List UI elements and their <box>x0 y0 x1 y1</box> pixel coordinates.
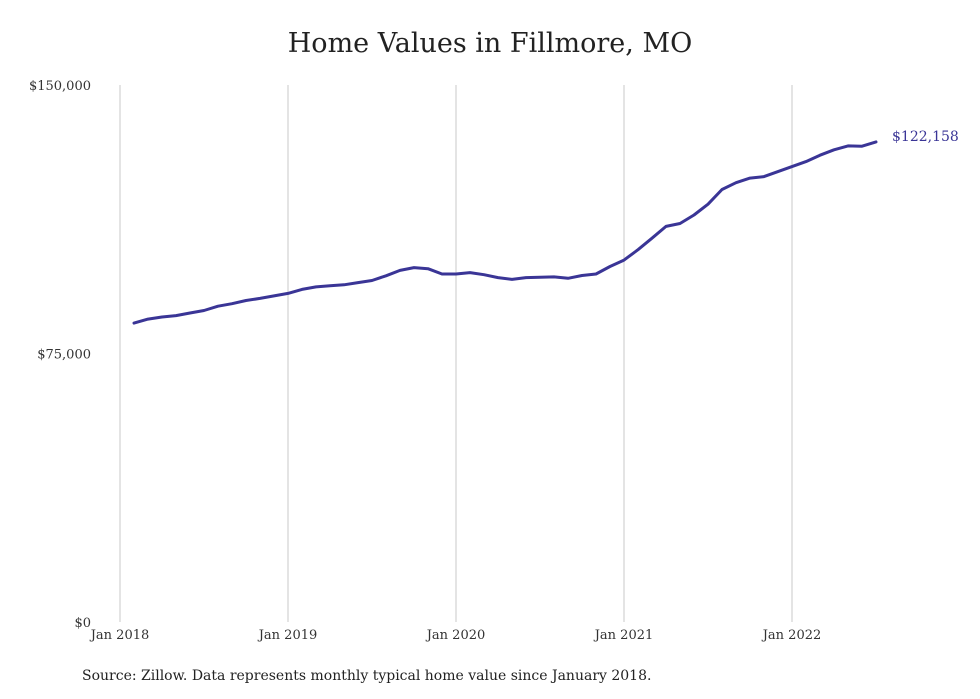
y-axis-ticks: $0 $75,000 $150,000 <box>29 79 91 631</box>
series-line-group <box>132 140 878 325</box>
x-tick-label: Jan 2021 <box>593 628 654 643</box>
end-label-group: $122,158 <box>892 129 959 145</box>
y-tick-label: $75,000 <box>37 348 91 363</box>
source-note: Source: Zillow. Data represents monthly … <box>82 668 652 684</box>
end-value-label: $122,158 <box>892 129 959 145</box>
x-axis-ticks: Jan 2018 Jan 2019 Jan 2020 Jan 2021 Jan 2022 <box>89 628 822 643</box>
x-tick-label: Jan 2018 <box>89 628 150 643</box>
x-tick-label: Jan 2020 <box>425 628 486 643</box>
y-tick-label: $0 <box>74 616 91 631</box>
y-tick-label: $150,000 <box>29 79 91 94</box>
series-line <box>132 140 878 325</box>
x-tick-label: Jan 2019 <box>257 628 318 643</box>
x-tick-label: Jan 2022 <box>761 628 822 643</box>
chart-title: Home Values in Fillmore, MO <box>287 28 693 59</box>
grid-lines <box>119 85 793 622</box>
